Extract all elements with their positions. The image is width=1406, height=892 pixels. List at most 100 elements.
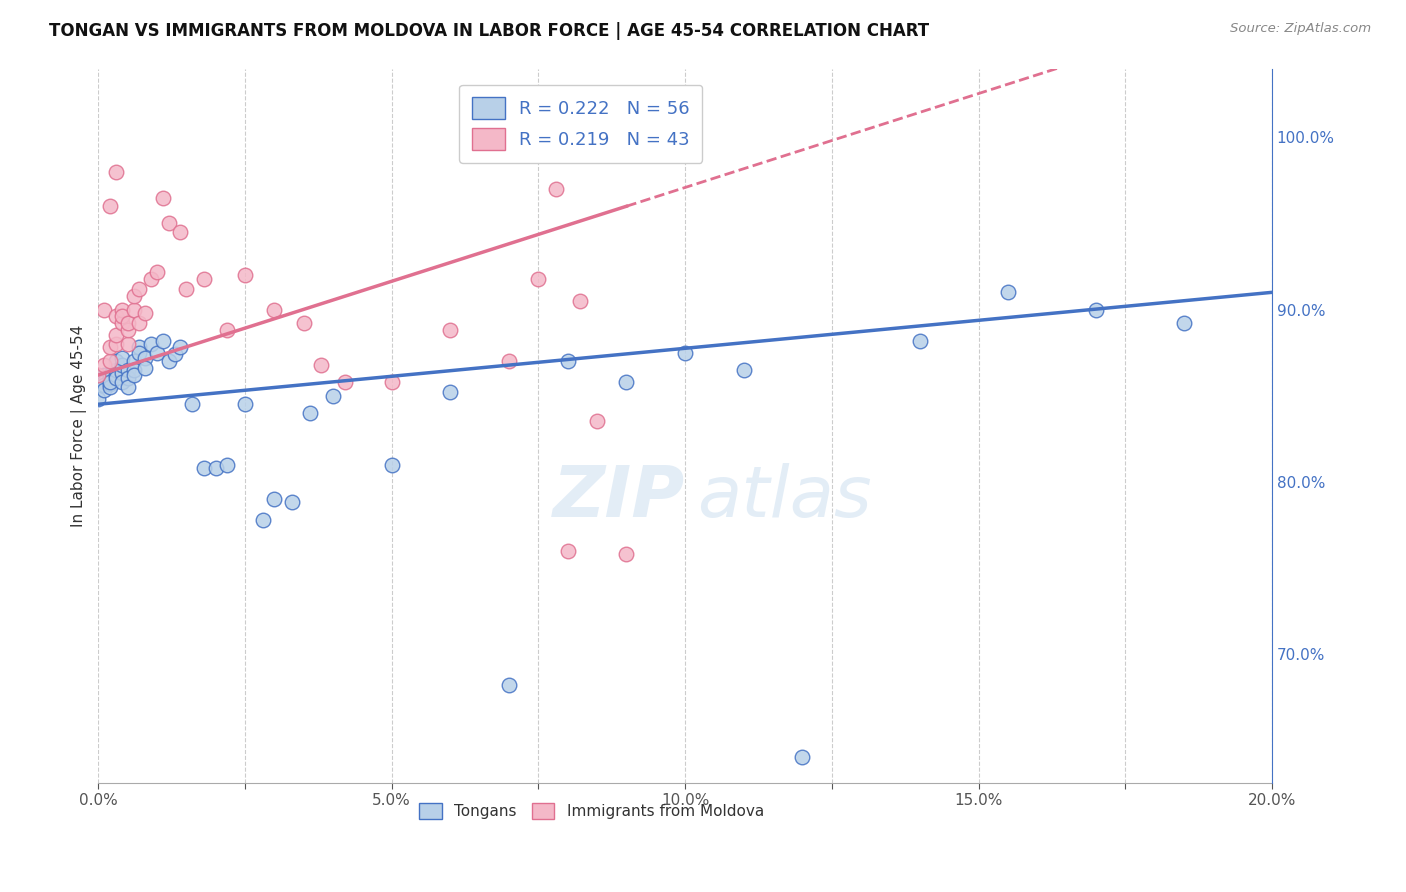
Point [117, 316, 139, 330]
Point [439, 323, 461, 337]
Point [311, 358, 333, 372]
Point [169, 225, 191, 239]
Point [908, 334, 931, 348]
Point [104, 354, 127, 368]
Point [1173, 316, 1195, 330]
Point [104, 328, 127, 343]
Point [152, 191, 174, 205]
Point [134, 306, 156, 320]
Point [204, 461, 226, 475]
Point [233, 268, 256, 282]
Point [104, 165, 127, 179]
Point [111, 310, 134, 324]
Point [117, 363, 139, 377]
Point [93, 378, 115, 392]
Point [146, 345, 169, 359]
Point [141, 337, 163, 351]
Point [117, 337, 139, 351]
Point [381, 375, 404, 389]
Point [128, 345, 150, 359]
Point [157, 217, 180, 231]
Text: Source: ZipAtlas.com: Source: ZipAtlas.com [1230, 22, 1371, 36]
Point [544, 182, 567, 196]
Text: atlas: atlas [697, 463, 872, 532]
Point [128, 316, 150, 330]
Point [792, 750, 814, 764]
Point [117, 323, 139, 337]
Point [98, 376, 121, 391]
Point [93, 384, 115, 398]
Point [157, 354, 180, 368]
Point [128, 341, 150, 355]
Point [98, 375, 121, 389]
Point [87, 368, 110, 382]
Point [111, 375, 134, 389]
Point [122, 289, 145, 303]
Point [111, 358, 134, 372]
Point [98, 368, 121, 382]
Point [141, 271, 163, 285]
Text: TONGAN VS IMMIGRANTS FROM MOLDOVA IN LABOR FORCE | AGE 45-54 CORRELATION CHART: TONGAN VS IMMIGRANTS FROM MOLDOVA IN LAB… [49, 22, 929, 40]
Y-axis label: In Labor Force | Age 45-54: In Labor Force | Age 45-54 [72, 325, 87, 527]
Point [263, 302, 285, 317]
Point [128, 282, 150, 296]
Point [233, 397, 256, 411]
Point [98, 380, 121, 394]
Point [322, 389, 344, 403]
Point [117, 380, 139, 394]
Point [117, 371, 139, 385]
Point [146, 265, 169, 279]
Point [1084, 302, 1107, 317]
Point [557, 543, 579, 558]
Point [104, 368, 127, 382]
Point [98, 341, 121, 355]
Point [122, 368, 145, 382]
Point [134, 351, 156, 365]
Point [122, 363, 145, 377]
Point [616, 547, 638, 561]
Point [104, 337, 127, 351]
Point [93, 375, 115, 389]
Point [93, 302, 115, 317]
Point [733, 363, 755, 377]
Point [134, 361, 156, 376]
Point [439, 385, 461, 400]
Point [93, 368, 115, 382]
Point [152, 334, 174, 348]
Point [498, 354, 520, 368]
Point [169, 341, 191, 355]
Point [87, 392, 110, 406]
Point [122, 302, 145, 317]
Point [193, 461, 215, 475]
Point [93, 358, 115, 372]
Point [673, 345, 696, 359]
Point [217, 458, 239, 472]
Point [292, 316, 315, 330]
Point [98, 354, 121, 368]
Point [122, 354, 145, 368]
Point [111, 351, 134, 365]
Point [586, 415, 609, 429]
Point [557, 354, 579, 368]
Point [163, 347, 186, 361]
Point [568, 293, 591, 308]
Point [527, 271, 550, 285]
Point [176, 282, 198, 296]
Text: ZIP: ZIP [553, 463, 685, 532]
Point [104, 371, 127, 385]
Point [217, 323, 239, 337]
Point [104, 363, 127, 377]
Point [281, 495, 304, 509]
Point [111, 316, 134, 330]
Point [298, 406, 321, 420]
Point [333, 375, 356, 389]
Point [111, 366, 134, 380]
Point [111, 302, 134, 317]
Point [98, 371, 121, 385]
Point [193, 271, 215, 285]
Point [263, 491, 285, 506]
Point [997, 285, 1019, 300]
Legend: Tongans, Immigrants from Moldova: Tongans, Immigrants from Moldova [412, 797, 770, 825]
Point [98, 199, 121, 213]
Point [616, 375, 638, 389]
